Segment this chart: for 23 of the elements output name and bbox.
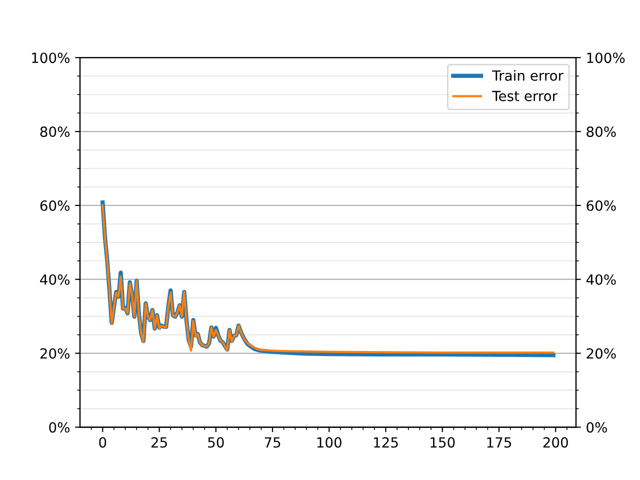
y-tick-label: 60% [40, 200, 70, 211]
y-tick-label: 100% [32, 52, 70, 64]
x-tick-label: 175 [487, 437, 512, 448]
legend-label: Train error [492, 70, 564, 81]
y-tick-label: 40% [40, 274, 70, 285]
x-tick-label: 50 [208, 437, 224, 448]
y2-tick-label: 0% [586, 422, 607, 433]
y-tick-label: 0% [49, 422, 70, 433]
x-tick-label: 150 [430, 437, 455, 448]
x-tick-label: 0 [99, 437, 106, 448]
y2-tick-label: 20% [586, 348, 616, 359]
y2-tick-label: 80% [586, 126, 616, 137]
y-tick-label: 20% [40, 348, 70, 359]
x-tick-label: 25 [151, 437, 167, 448]
y2-tick-label: 60% [586, 200, 616, 211]
y2-tick-label: 40% [586, 274, 616, 285]
y2-tick-label: 100% [587, 52, 625, 64]
legend-label: Test error [492, 90, 558, 102]
x-tick-label: 75 [264, 437, 280, 448]
x-tick-label: 200 [543, 437, 568, 448]
x-tick-label: 100 [317, 437, 342, 448]
x-tick-label: 125 [374, 437, 398, 448]
y-tick-label: 80% [40, 126, 70, 137]
